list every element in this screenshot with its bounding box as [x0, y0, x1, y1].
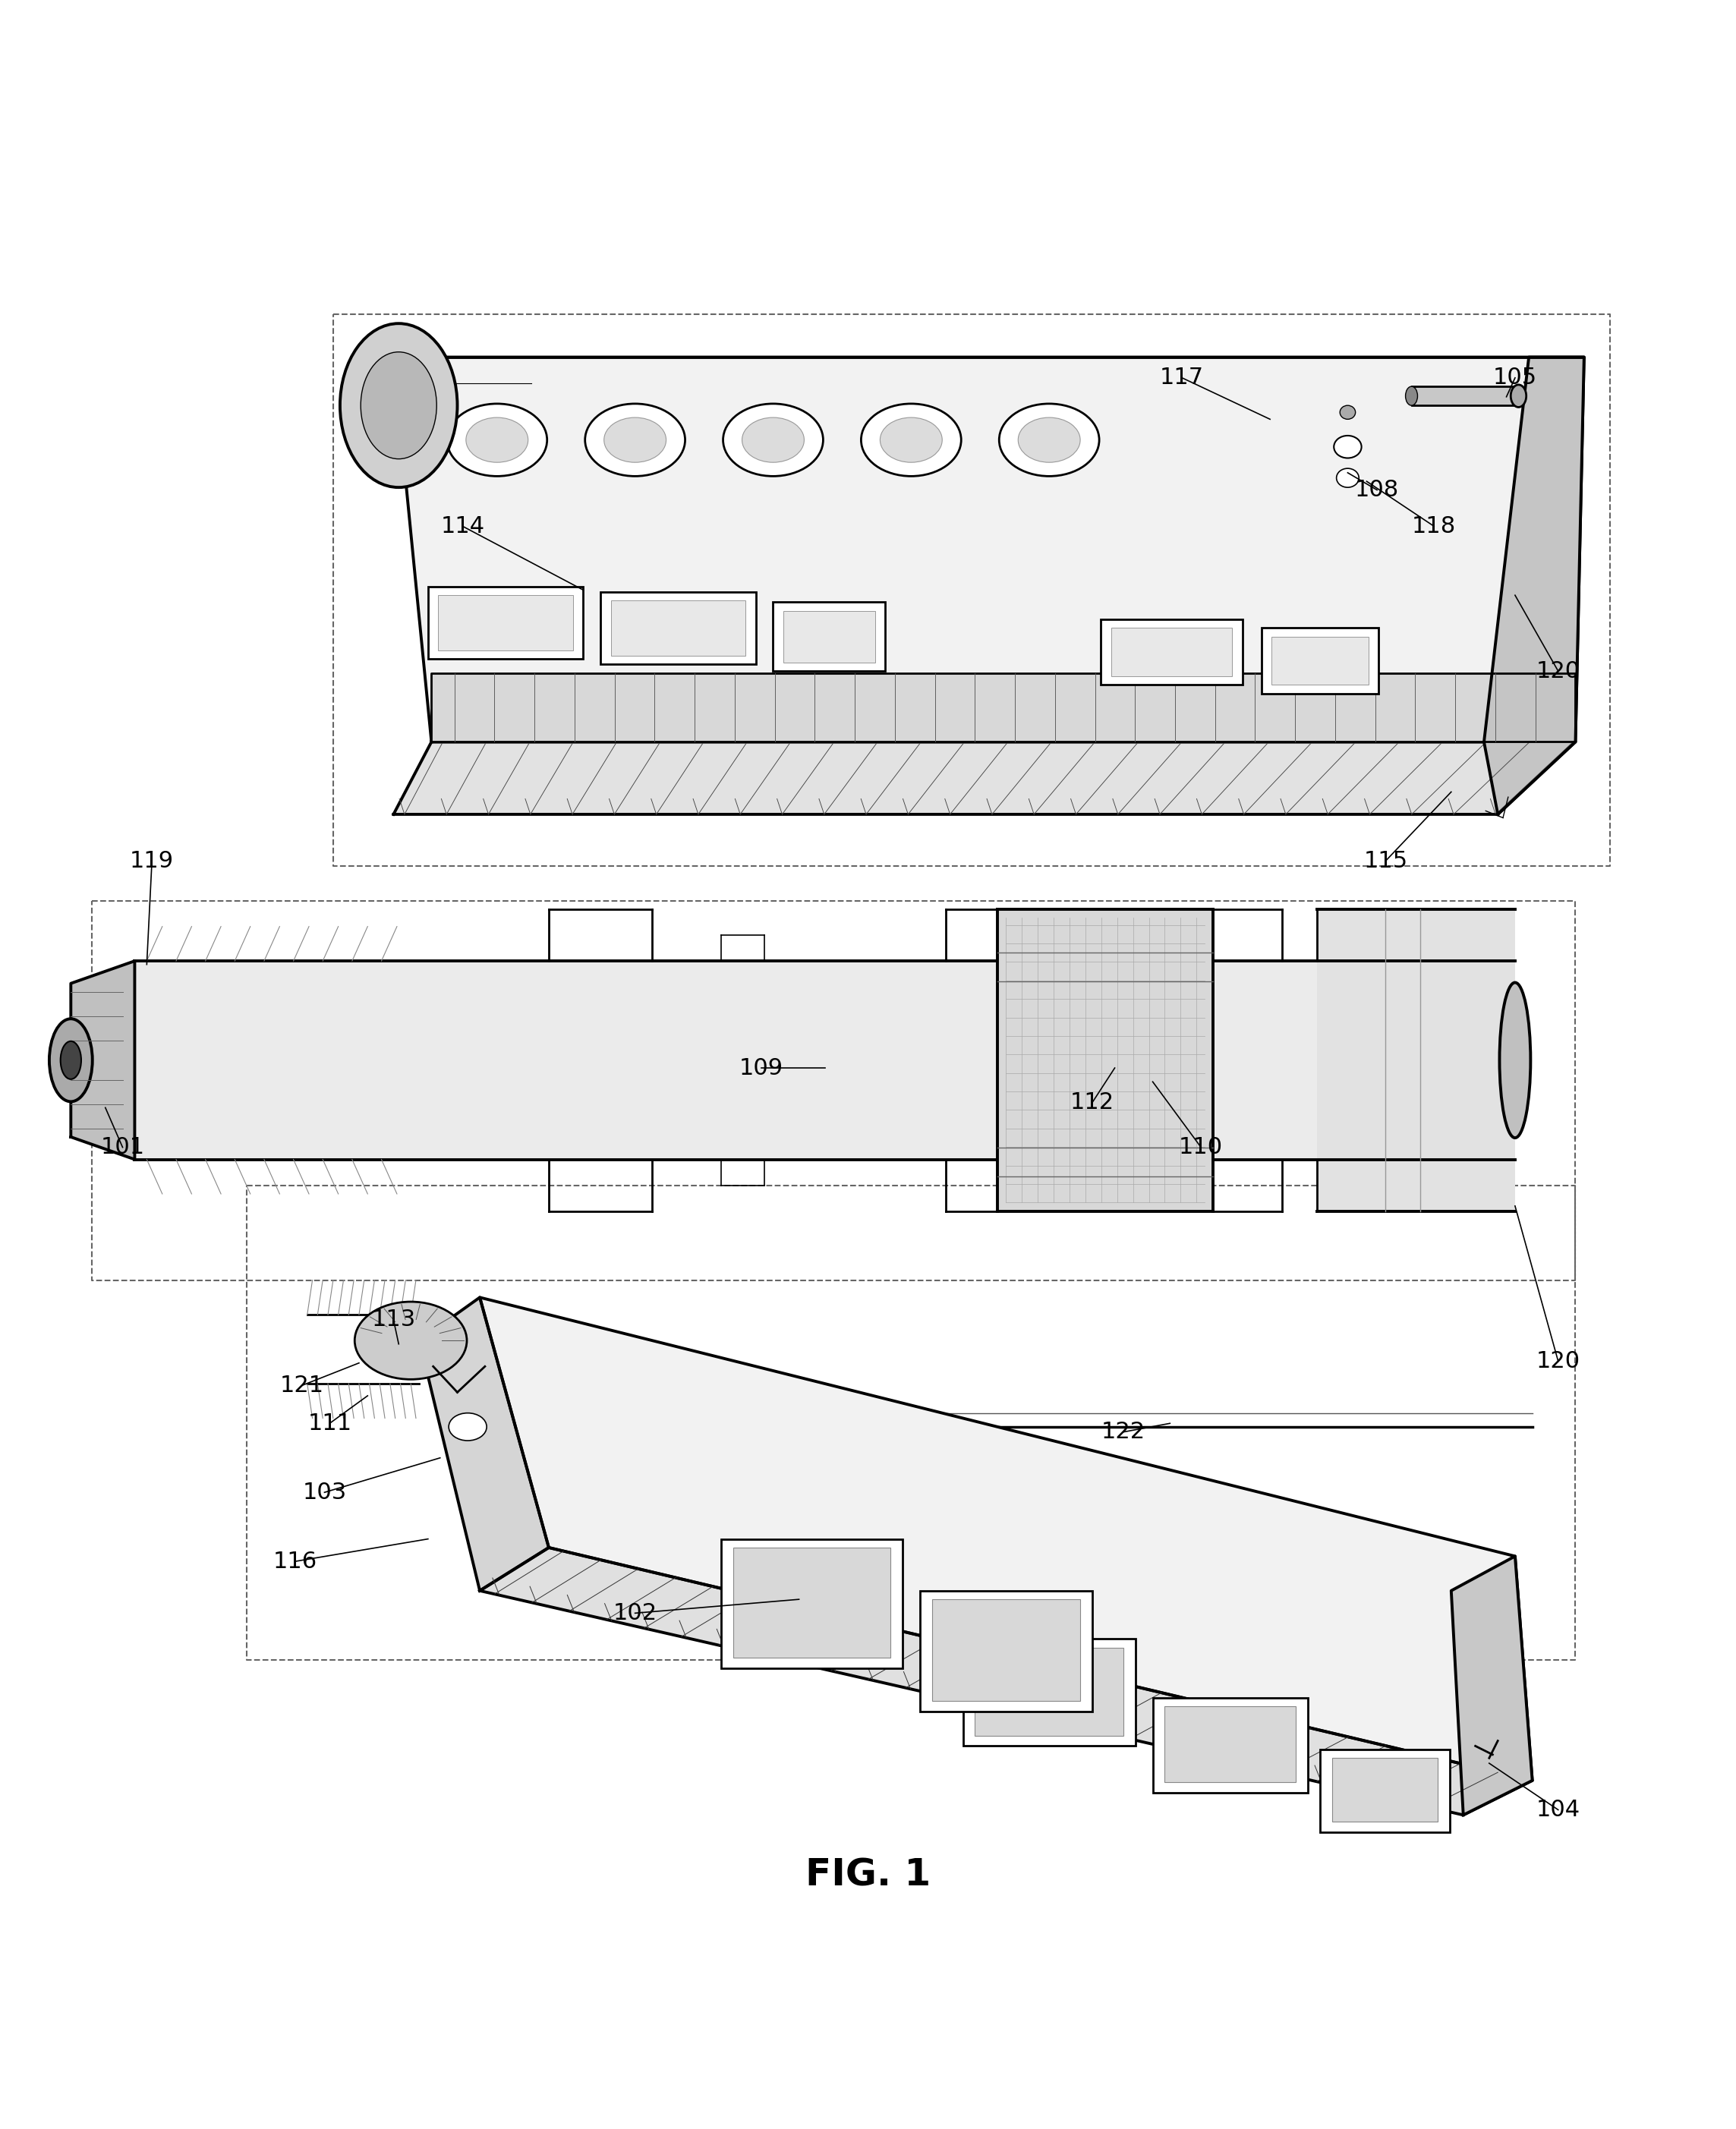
Ellipse shape: [1406, 387, 1418, 405]
Ellipse shape: [861, 405, 962, 477]
Bar: [920, 1590, 1092, 1712]
Ellipse shape: [465, 417, 528, 462]
Ellipse shape: [1510, 385, 1526, 407]
Text: 120: 120: [1536, 1350, 1580, 1373]
Bar: [611, 600, 745, 656]
Text: 121: 121: [279, 1375, 325, 1397]
Bar: [439, 596, 573, 651]
Text: 109: 109: [740, 1056, 783, 1079]
Polygon shape: [1484, 358, 1583, 813]
Bar: [963, 1639, 1135, 1746]
Polygon shape: [394, 358, 1583, 741]
Text: 104: 104: [1536, 1799, 1580, 1820]
Ellipse shape: [1500, 984, 1531, 1137]
Bar: [722, 1539, 903, 1669]
Ellipse shape: [1340, 405, 1356, 419]
Polygon shape: [479, 1548, 1533, 1816]
Text: 105: 105: [1493, 366, 1536, 390]
Ellipse shape: [880, 417, 943, 462]
Text: 113: 113: [372, 1309, 415, 1331]
Ellipse shape: [741, 417, 804, 462]
Text: 120: 120: [1536, 660, 1580, 681]
Ellipse shape: [354, 1301, 467, 1380]
Polygon shape: [394, 741, 1576, 813]
Polygon shape: [432, 673, 1576, 741]
Bar: [1165, 1705, 1295, 1782]
Bar: [1316, 909, 1516, 1211]
Polygon shape: [479, 1297, 1533, 1780]
Bar: [1319, 1750, 1450, 1833]
Ellipse shape: [1000, 405, 1099, 477]
Text: 101: 101: [101, 1137, 144, 1158]
Text: 114: 114: [441, 515, 484, 537]
Ellipse shape: [49, 1020, 92, 1101]
Ellipse shape: [1333, 436, 1361, 458]
Text: 110: 110: [1179, 1137, 1224, 1158]
Ellipse shape: [340, 324, 457, 488]
Ellipse shape: [724, 405, 823, 477]
Ellipse shape: [61, 1041, 82, 1079]
Polygon shape: [71, 960, 135, 1160]
Bar: [773, 603, 885, 671]
Ellipse shape: [448, 1414, 486, 1441]
Text: 115: 115: [1363, 849, 1408, 873]
Bar: [1111, 628, 1233, 677]
Ellipse shape: [585, 405, 686, 477]
Bar: [1153, 1697, 1307, 1793]
Text: 112: 112: [1071, 1092, 1115, 1113]
Text: 116: 116: [273, 1550, 318, 1573]
Bar: [429, 588, 583, 660]
Bar: [135, 960, 1516, 1160]
Bar: [1262, 628, 1378, 694]
Bar: [783, 611, 875, 662]
Ellipse shape: [446, 405, 547, 477]
Bar: [601, 592, 755, 664]
Text: 102: 102: [613, 1603, 658, 1624]
Ellipse shape: [604, 417, 667, 462]
Polygon shape: [420, 1297, 549, 1590]
Text: 111: 111: [307, 1412, 352, 1435]
Text: 117: 117: [1160, 366, 1205, 390]
Bar: [1272, 637, 1368, 686]
Bar: [1332, 1759, 1437, 1822]
Text: 103: 103: [302, 1482, 347, 1503]
Ellipse shape: [361, 351, 437, 460]
Bar: [932, 1599, 1080, 1701]
Ellipse shape: [1337, 468, 1359, 488]
Ellipse shape: [1017, 417, 1080, 462]
Bar: [1101, 620, 1243, 686]
Text: 108: 108: [1354, 479, 1399, 500]
Polygon shape: [1451, 1556, 1533, 1816]
Text: 118: 118: [1411, 515, 1457, 537]
Bar: [976, 1648, 1123, 1735]
Bar: [733, 1548, 891, 1658]
Text: 122: 122: [1101, 1420, 1146, 1443]
Bar: [1411, 387, 1519, 405]
Bar: [998, 909, 1213, 1211]
Text: 119: 119: [130, 849, 174, 873]
Text: FIG. 1: FIG. 1: [806, 1856, 930, 1893]
